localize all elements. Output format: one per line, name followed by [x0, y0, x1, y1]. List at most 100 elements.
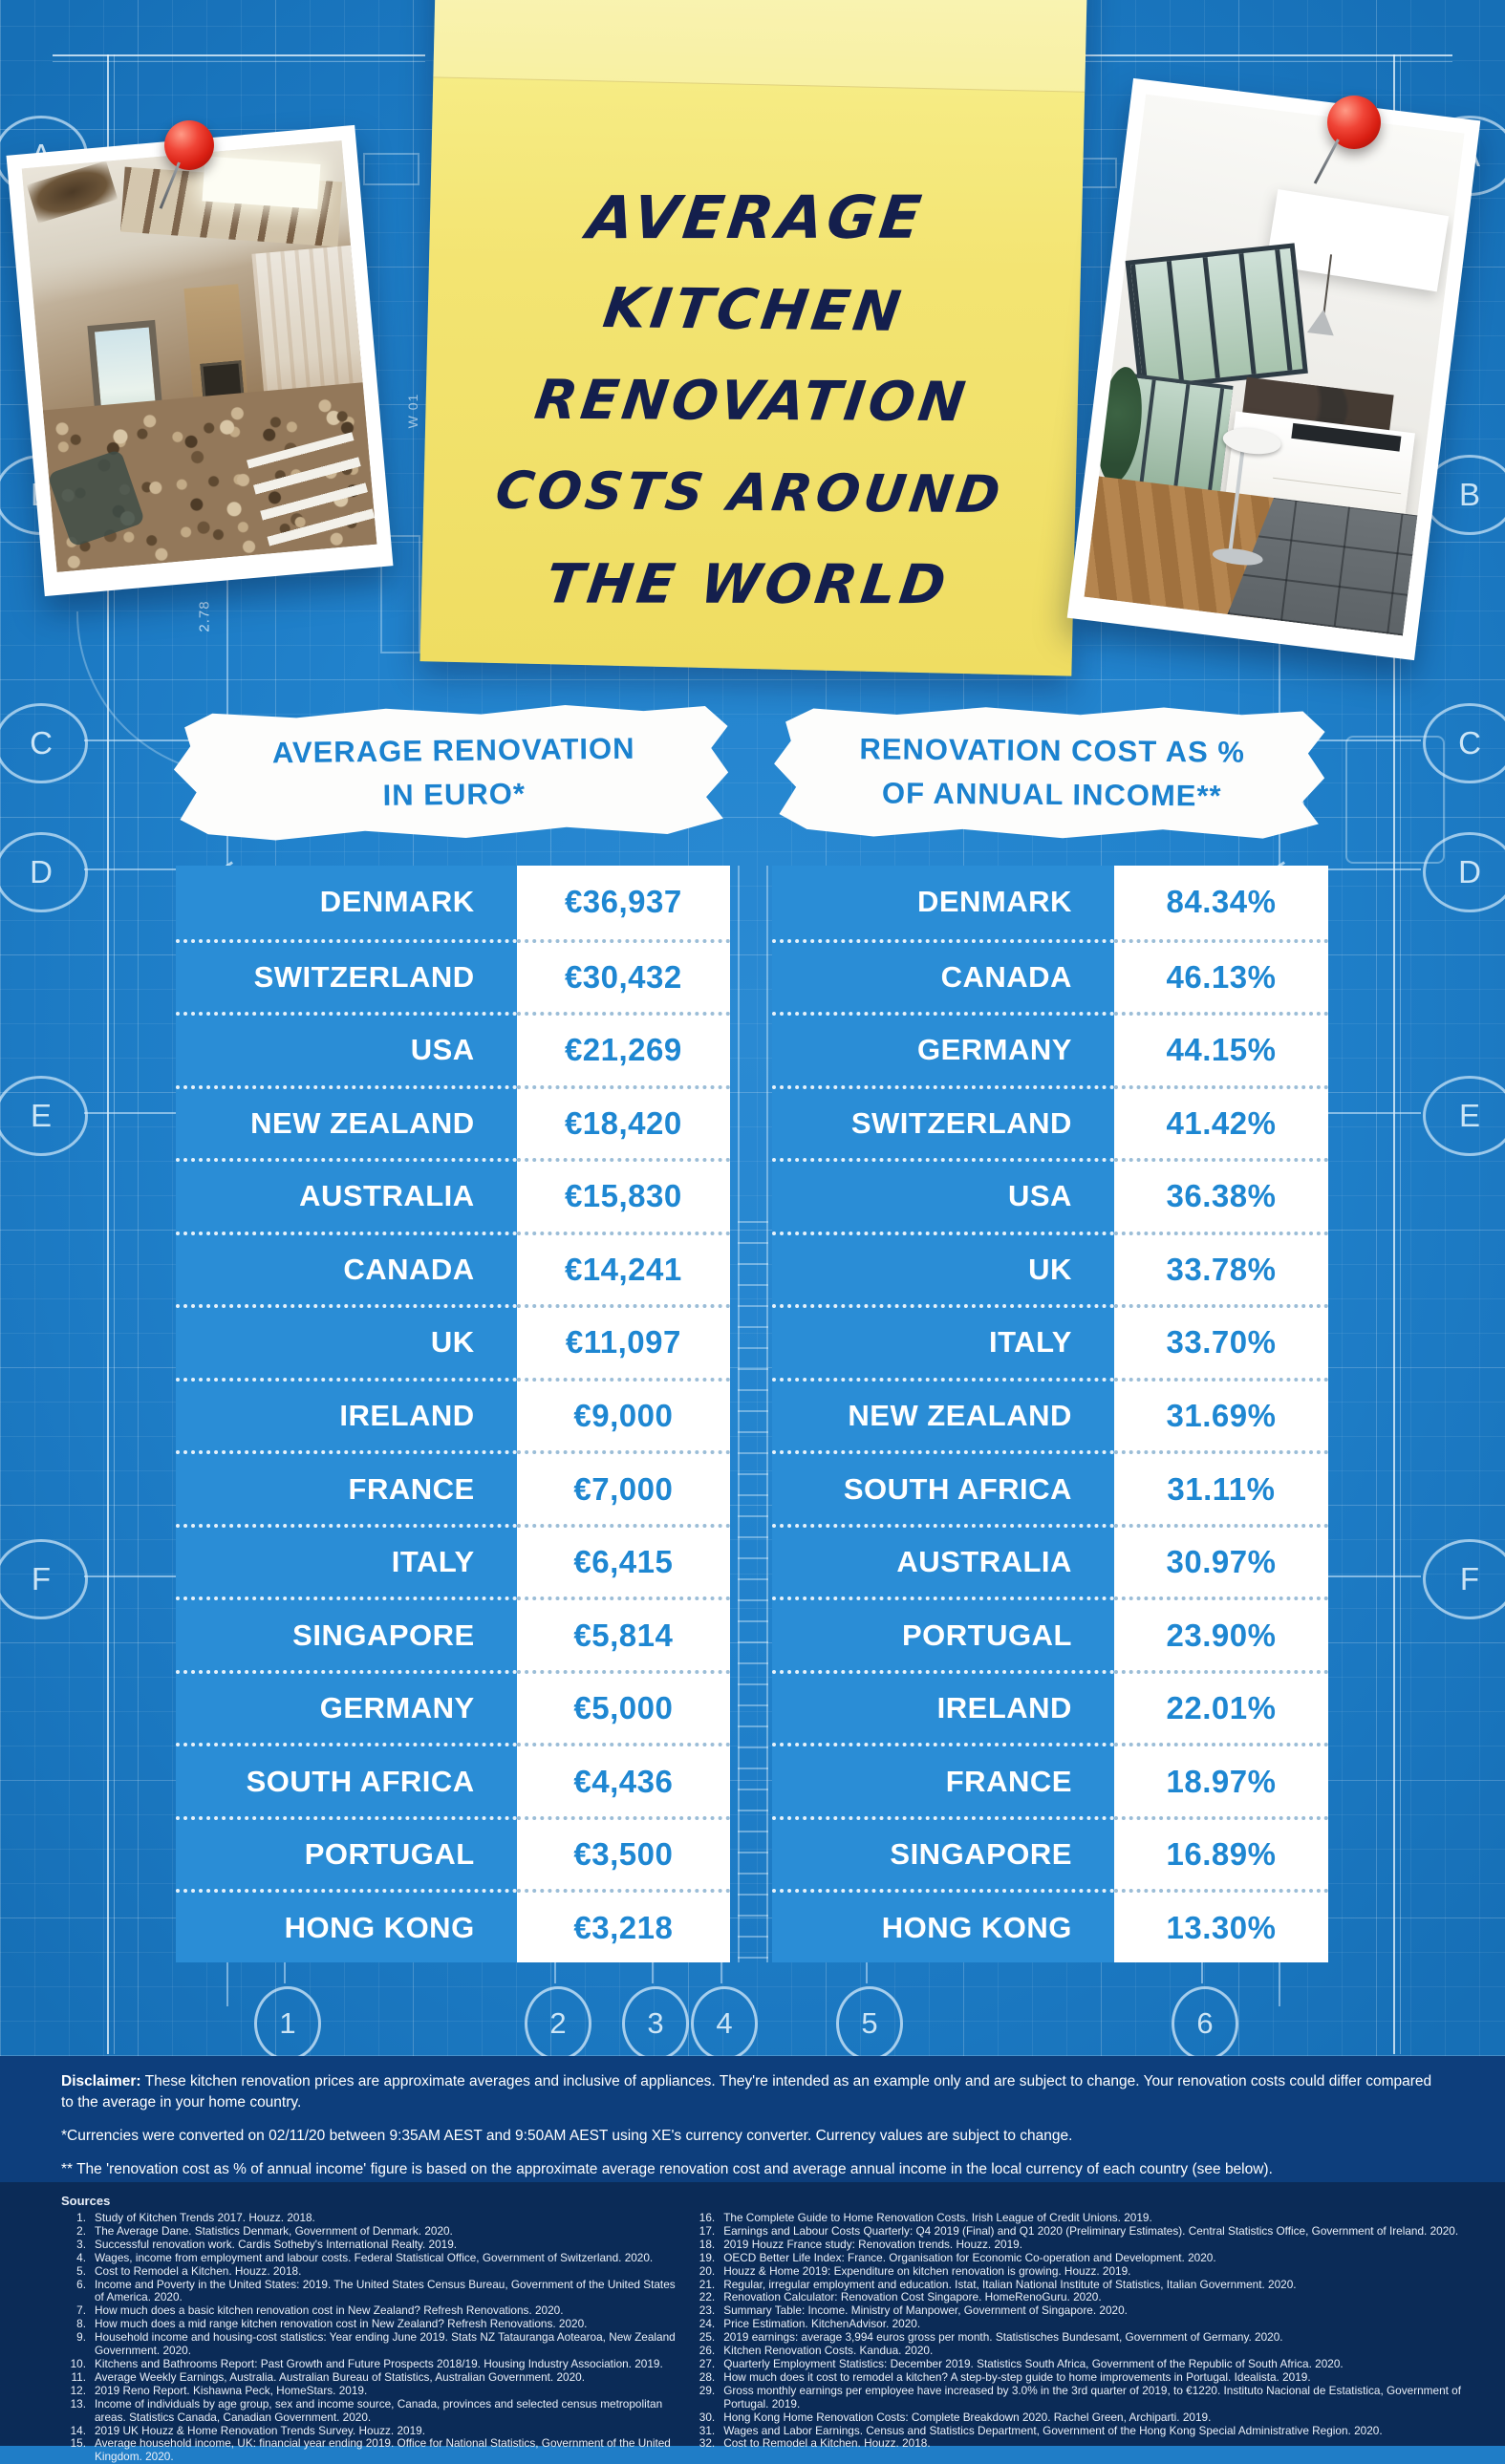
source-item: 1. Study of Kitchen Trends 2017. Houzz. 2… [61, 2211, 686, 2225]
country-cell: PORTUGAL [772, 1596, 1114, 1670]
country-label: GERMANY [916, 1033, 1072, 1067]
table-row: PORTUGAL 23.90% [772, 1596, 1328, 1670]
value-label: €5,000 [573, 1690, 674, 1726]
source-text: Kitchen Renovation Costs. Kandua. 2020. [723, 2344, 934, 2358]
source-number: 9. [76, 2330, 86, 2345]
source-number: 26. [699, 2344, 716, 2358]
country-cell: SWITZERLAND [176, 938, 517, 1013]
value-label: €3,218 [573, 1909, 674, 1945]
country-label: AUSTRALIA [896, 1545, 1072, 1579]
source-text: 2019 earnings: average 3,994 euros gross… [723, 2330, 1283, 2345]
value-cell: 46.13% [1113, 938, 1328, 1013]
country-label: FRANCE [945, 1764, 1072, 1798]
table-row: FRANCE €7,000 [176, 1450, 730, 1524]
country-label: DENMARK [319, 885, 475, 919]
country-cell: SINGAPORE [772, 1815, 1114, 1890]
country-cell: DENMARK [772, 866, 1114, 939]
before-renovation-photo [6, 124, 394, 597]
source-text: Average household income, UK: financial … [95, 2436, 671, 2464]
country-label: IRELAND [339, 1398, 475, 1432]
source-number: 7. [76, 2303, 86, 2318]
source-item: 17. Earnings and Labour Costs Quarterly: … [690, 2224, 1467, 2239]
value-cell: 16.89% [1113, 1815, 1328, 1890]
value-cell: €36,937 [516, 866, 730, 939]
value-cell: €21,269 [516, 1012, 730, 1085]
currency-note: *Currencies were converted on 02/11/20 b… [61, 2128, 1073, 2144]
source-number: 15. [70, 2436, 86, 2451]
source-number: 32. [699, 2436, 716, 2451]
value-label: €4,436 [573, 1763, 674, 1799]
value-cell: €9,000 [516, 1377, 730, 1451]
value-cell: 33.70% [1113, 1304, 1328, 1378]
source-item: 11. Average Weekly Earnings, Australia. A… [61, 2370, 686, 2385]
blueprint-gap-wall [766, 866, 768, 1962]
disclaimer-body: These kitchen renovation prices are appr… [61, 2073, 1432, 2110]
source-item: 15. Average household income, UK: financi… [61, 2437, 686, 2464]
value-label: €7,000 [573, 1470, 674, 1507]
source-item: 27. Quarterly Employment Statistics: Dece… [690, 2357, 1467, 2371]
country-cell: HONG KONG [176, 1889, 517, 1962]
source-number: 10. [70, 2356, 86, 2370]
source-text: Wages and Labor Earnings. Census and Sta… [723, 2423, 1383, 2437]
table-row: HONG KONG 13.30% [772, 1889, 1328, 1962]
source-item: 24. Price Estimation. KitchenAdvisor. 202… [690, 2317, 1467, 2331]
country-cell: FRANCE [176, 1450, 517, 1524]
source-text: Successful renovation work. Cardis Sothe… [95, 2237, 458, 2251]
country-cell: HONG KONG [772, 1889, 1114, 1962]
income-note: ** The 'renovation cost as % of annual i… [61, 2161, 1273, 2177]
after-renovation-photo [1066, 77, 1481, 661]
wall-label: W 01 [405, 393, 420, 429]
value-cell: 22.01% [1113, 1669, 1328, 1744]
source-text: Income of individuals by age group, sex … [95, 2396, 663, 2424]
country-label: CANADA [343, 1252, 475, 1286]
grid-row-label: E [1423, 1076, 1505, 1156]
country-cell: GERMANY [772, 1012, 1114, 1085]
value-cell: 13.30% [1113, 1889, 1328, 1962]
source-number: 3. [76, 2237, 86, 2251]
blueprint-appliance-symbol [1345, 736, 1445, 864]
header-text: OF ANNUAL INCOME** [881, 776, 1222, 813]
blueprint-door-jamb [380, 535, 420, 653]
header-text: IN EURO* [382, 777, 527, 812]
source-text: Wages, income from employment and labour… [95, 2250, 654, 2264]
country-label: SOUTH AFRICA [843, 1471, 1072, 1506]
source-item: 21. Regular, irregular employment and edu… [690, 2278, 1467, 2292]
source-number: 14. [70, 2423, 86, 2437]
title-line: COSTS AROUND [491, 460, 1008, 525]
grid-leader-line [84, 1575, 237, 1577]
table-row: SOUTH AFRICA 31.11% [772, 1450, 1328, 1524]
blueprint-wall-line [53, 54, 425, 62]
value-label: €36,937 [564, 884, 682, 920]
country-cell: UK [176, 1304, 517, 1378]
source-number: 12. [70, 2383, 86, 2397]
blueprint-gap-wall [738, 866, 740, 1962]
table-row: IRELAND 22.01% [772, 1669, 1328, 1744]
country-label: NEW ZEALAND [848, 1398, 1072, 1432]
value-label: €14,241 [564, 1251, 682, 1287]
title-line: RENOVATION [530, 368, 973, 435]
source-number: 23. [699, 2303, 716, 2318]
euro-table-header: AVERAGE RENOVATION IN EURO* [173, 701, 735, 844]
country-label: HONG KONG [284, 1910, 475, 1944]
source-number: 18. [699, 2237, 716, 2251]
value-label: 22.01% [1166, 1690, 1277, 1726]
grid-leader-line [1268, 1575, 1421, 1577]
country-cell: FRANCE [772, 1743, 1114, 1816]
country-cell: AUSTRALIA [772, 1523, 1114, 1597]
value-cell: €14,241 [516, 1231, 730, 1305]
table-row: SWITZERLAND 41.42% [772, 1084, 1328, 1159]
country-label: SWITZERLAND [253, 959, 475, 994]
sources-title: Sources [61, 2194, 111, 2208]
value-cell: 31.69% [1113, 1377, 1328, 1451]
table-row: NEW ZEALAND 31.69% [772, 1377, 1328, 1451]
value-label: €21,269 [564, 1032, 682, 1068]
sticky-note-fold [433, 0, 1088, 93]
source-text: 2019 Reno Report. Kishawna Peck, HomeSta… [95, 2383, 368, 2397]
source-item: 10. Kitchens and Bathrooms Report: Past G… [61, 2356, 686, 2371]
table-row: DENMARK €36,937 [176, 866, 730, 939]
grid-leader-line [1268, 1112, 1421, 1114]
country-cell: ITALY [176, 1523, 517, 1597]
source-item: 23. Summary Table: Income. Ministry of Ma… [690, 2303, 1467, 2318]
source-text: Gross monthly earnings per employee have… [723, 2383, 1462, 2410]
country-label: SINGAPORE [292, 1618, 475, 1652]
